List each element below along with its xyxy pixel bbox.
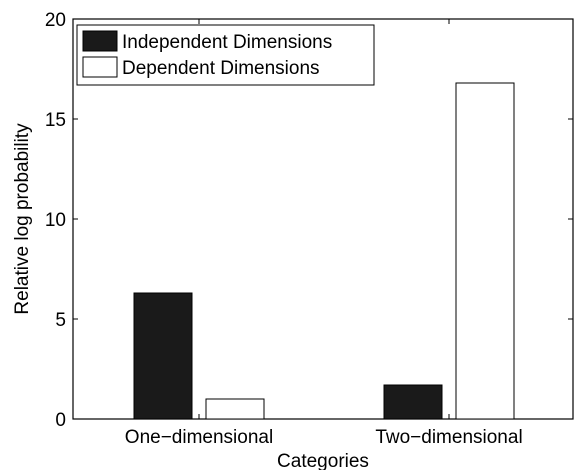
y-axis-ticks: 0 5 10 15 20 bbox=[45, 10, 573, 431]
y-tick-label: 20 bbox=[45, 10, 66, 31]
legend-swatch bbox=[82, 56, 118, 78]
legend-swatch bbox=[82, 30, 118, 52]
bar-dependent-one-dimensional bbox=[205, 398, 265, 420]
legend-box bbox=[76, 24, 375, 86]
bar-dependent-two-dimensional bbox=[455, 82, 515, 420]
bar-independent-one-dimensional bbox=[133, 292, 193, 420]
y-tick-label: 10 bbox=[45, 210, 66, 231]
x-tick-label: Two−dimensional bbox=[375, 427, 522, 448]
y-axis-label: Relative log probability bbox=[12, 123, 33, 315]
x-axis-ticks: One−dimensional Two−dimensional bbox=[125, 19, 523, 448]
x-axis-label: Categories bbox=[277, 451, 369, 470]
bar-independent-two-dimensional bbox=[383, 384, 443, 420]
y-tick-label: 15 bbox=[45, 110, 66, 131]
y-tick-label: 5 bbox=[55, 310, 66, 331]
x-tick-label: One−dimensional bbox=[125, 427, 273, 448]
legend-label: Dependent Dimensions bbox=[122, 58, 320, 79]
legend: Independent Dimensions Dependent Dimensio… bbox=[76, 24, 375, 86]
y-tick-label: 0 bbox=[55, 410, 66, 431]
legend-label: Independent Dimensions bbox=[122, 32, 332, 53]
bars-group bbox=[133, 82, 515, 420]
